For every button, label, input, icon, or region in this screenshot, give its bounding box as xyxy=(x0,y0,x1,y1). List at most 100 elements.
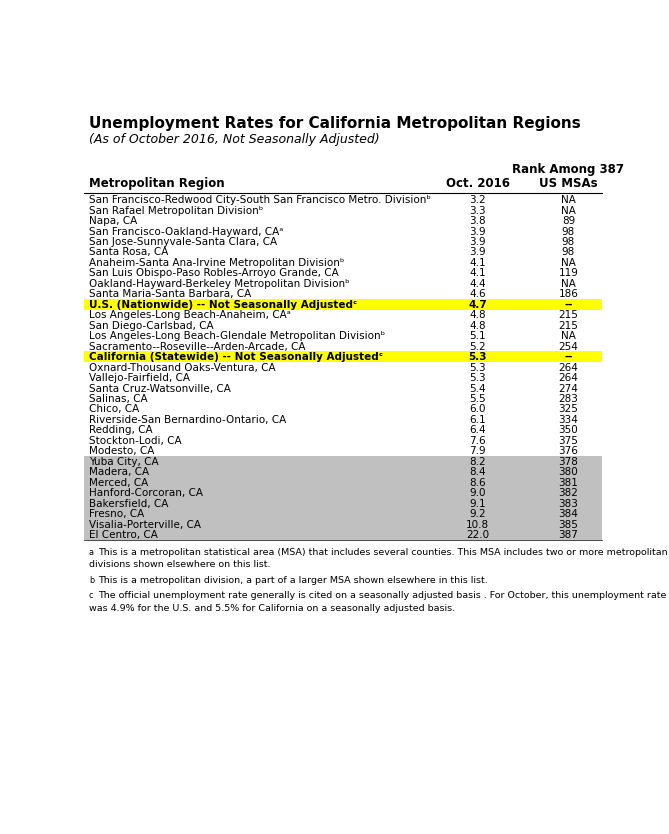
Text: 4.4: 4.4 xyxy=(470,279,486,289)
Text: Santa Rosa, CA: Santa Rosa, CA xyxy=(89,248,168,258)
Text: Stockton-Lodi, CA: Stockton-Lodi, CA xyxy=(89,436,181,446)
Text: Sacramento--Roseville--Arden-Arcade, CA: Sacramento--Roseville--Arden-Arcade, CA xyxy=(89,342,305,352)
Text: Salinas, CA: Salinas, CA xyxy=(89,394,147,404)
Text: 119: 119 xyxy=(559,269,578,279)
Text: 8.4: 8.4 xyxy=(470,467,486,477)
Text: Bakersfield, CA: Bakersfield, CA xyxy=(89,499,168,509)
Text: 378: 378 xyxy=(559,457,578,467)
Text: This is a metropolitan division, a part of a larger MSA shown elsewhere in this : This is a metropolitan division, a part … xyxy=(98,575,488,585)
Text: 98: 98 xyxy=(562,248,575,258)
Text: Santa Maria-Santa Barbara, CA: Santa Maria-Santa Barbara, CA xyxy=(89,289,251,299)
Text: El Centro, CA: El Centro, CA xyxy=(89,530,158,540)
Text: Unemployment Rates for California Metropolitan Regions: Unemployment Rates for California Metrop… xyxy=(89,116,581,131)
Text: 5.3: 5.3 xyxy=(470,373,486,383)
Text: NA: NA xyxy=(561,206,576,216)
Text: Modesto, CA: Modesto, CA xyxy=(89,446,154,456)
Text: 5.1: 5.1 xyxy=(470,331,486,341)
Text: Visalia-Porterville, CA: Visalia-Porterville, CA xyxy=(89,520,201,530)
Text: 380: 380 xyxy=(559,467,578,477)
Text: 4.7: 4.7 xyxy=(468,299,487,309)
Text: Santa Cruz-Watsonville, CA: Santa Cruz-Watsonville, CA xyxy=(89,384,231,394)
Text: 3.9: 3.9 xyxy=(470,227,486,237)
Text: --: -- xyxy=(564,352,573,362)
Text: was 4.9% for the U.S. and 5.5% for California on a seasonally adjusted basis.: was 4.9% for the U.S. and 5.5% for Calif… xyxy=(89,604,455,613)
FancyBboxPatch shape xyxy=(84,509,602,519)
Text: 350: 350 xyxy=(559,425,578,435)
Text: 3.2: 3.2 xyxy=(470,195,486,205)
Text: Redding, CA: Redding, CA xyxy=(89,425,153,435)
Text: NA: NA xyxy=(561,331,576,341)
Text: 10.8: 10.8 xyxy=(466,520,489,530)
Text: 8.6: 8.6 xyxy=(470,478,486,488)
Text: 22.0: 22.0 xyxy=(466,530,489,540)
Text: 264: 264 xyxy=(559,373,578,383)
Text: San Francisco-Redwood City-South San Francisco Metro. Divisionᵇ: San Francisco-Redwood City-South San Fra… xyxy=(89,195,431,205)
Text: a: a xyxy=(89,548,94,556)
FancyBboxPatch shape xyxy=(84,498,602,509)
Text: 5.2: 5.2 xyxy=(470,342,486,352)
Text: San Diego-Carlsbad, CA: San Diego-Carlsbad, CA xyxy=(89,321,213,331)
Text: Merced, CA: Merced, CA xyxy=(89,478,148,488)
Text: b: b xyxy=(89,575,94,585)
FancyBboxPatch shape xyxy=(84,456,602,467)
Text: San Francisco-Oakland-Hayward, CAᵃ: San Francisco-Oakland-Hayward, CAᵃ xyxy=(89,227,283,237)
Text: Los Angeles-Long Beach-Anaheim, CAᵃ: Los Angeles-Long Beach-Anaheim, CAᵃ xyxy=(89,310,290,320)
Text: Fresno, CA: Fresno, CA xyxy=(89,509,144,519)
Text: San Rafael Metropolitan Divisionᵇ: San Rafael Metropolitan Divisionᵇ xyxy=(89,206,263,216)
Text: Yuba City, CA: Yuba City, CA xyxy=(89,457,159,467)
Text: 89: 89 xyxy=(562,216,575,226)
Text: 4.8: 4.8 xyxy=(470,310,486,320)
Text: 385: 385 xyxy=(559,520,578,530)
Text: This is a metropolitan statistical area (MSA) that includes several counties. Th: This is a metropolitan statistical area … xyxy=(98,548,668,556)
Text: 384: 384 xyxy=(559,509,578,519)
Text: 382: 382 xyxy=(559,488,578,498)
Text: 4.1: 4.1 xyxy=(470,269,486,279)
FancyBboxPatch shape xyxy=(84,467,602,477)
Text: 264: 264 xyxy=(559,363,578,373)
Text: 375: 375 xyxy=(559,436,578,446)
Text: 6.0: 6.0 xyxy=(470,404,486,414)
Text: NA: NA xyxy=(561,279,576,289)
Text: Oxnard-Thousand Oaks-Ventura, CA: Oxnard-Thousand Oaks-Ventura, CA xyxy=(89,363,276,373)
Text: 376: 376 xyxy=(559,446,578,456)
Text: Oct. 2016: Oct. 2016 xyxy=(446,177,510,190)
FancyBboxPatch shape xyxy=(84,351,602,362)
Text: 7.9: 7.9 xyxy=(470,446,486,456)
FancyBboxPatch shape xyxy=(84,477,602,488)
Text: 3.8: 3.8 xyxy=(470,216,486,226)
Text: NA: NA xyxy=(561,195,576,205)
Text: 4.1: 4.1 xyxy=(470,258,486,268)
Text: 9.2: 9.2 xyxy=(470,509,486,519)
Text: (As of October 2016, Not Seasonally Adjusted): (As of October 2016, Not Seasonally Adju… xyxy=(89,133,379,146)
Text: 6.1: 6.1 xyxy=(470,415,486,425)
Text: US MSAs: US MSAs xyxy=(539,177,597,190)
Text: 334: 334 xyxy=(559,415,578,425)
FancyBboxPatch shape xyxy=(84,488,602,498)
Text: Rank Among 387: Rank Among 387 xyxy=(512,163,624,176)
Text: Anaheim-Santa Ana-Irvine Metropolitan Divisionᵇ: Anaheim-Santa Ana-Irvine Metropolitan Di… xyxy=(89,258,344,268)
Text: Oakland-Hayward-Berkeley Metropolitan Divisionᵇ: Oakland-Hayward-Berkeley Metropolitan Di… xyxy=(89,279,349,289)
FancyBboxPatch shape xyxy=(84,519,602,530)
Text: 7.6: 7.6 xyxy=(470,436,486,446)
Text: 98: 98 xyxy=(562,227,575,237)
Text: San Luis Obispo-Paso Robles-Arroyo Grande, CA: San Luis Obispo-Paso Robles-Arroyo Grand… xyxy=(89,269,339,279)
Text: Los Angeles-Long Beach-Glendale Metropolitan Divisionᵇ: Los Angeles-Long Beach-Glendale Metropol… xyxy=(89,331,385,341)
Text: 3.9: 3.9 xyxy=(470,237,486,247)
Text: 325: 325 xyxy=(559,404,578,414)
Text: U.S. (Nationwide) -- Not Seasonally Adjustedᶜ: U.S. (Nationwide) -- Not Seasonally Adju… xyxy=(89,299,357,309)
Text: Chico, CA: Chico, CA xyxy=(89,404,139,414)
Text: Napa, CA: Napa, CA xyxy=(89,216,137,226)
Text: 254: 254 xyxy=(559,342,578,352)
Text: 9.1: 9.1 xyxy=(470,499,486,509)
Text: Hanford-Corcoran, CA: Hanford-Corcoran, CA xyxy=(89,488,203,498)
FancyBboxPatch shape xyxy=(84,530,602,540)
Text: 215: 215 xyxy=(559,321,578,331)
Text: 381: 381 xyxy=(559,478,578,488)
Text: 5.5: 5.5 xyxy=(470,394,486,404)
Text: 387: 387 xyxy=(559,530,578,540)
Text: 5.3: 5.3 xyxy=(470,363,486,373)
Text: Vallejo-Fairfield, CA: Vallejo-Fairfield, CA xyxy=(89,373,190,383)
Text: 383: 383 xyxy=(559,499,578,509)
Text: 3.3: 3.3 xyxy=(470,206,486,216)
Text: Madera, CA: Madera, CA xyxy=(89,467,149,477)
